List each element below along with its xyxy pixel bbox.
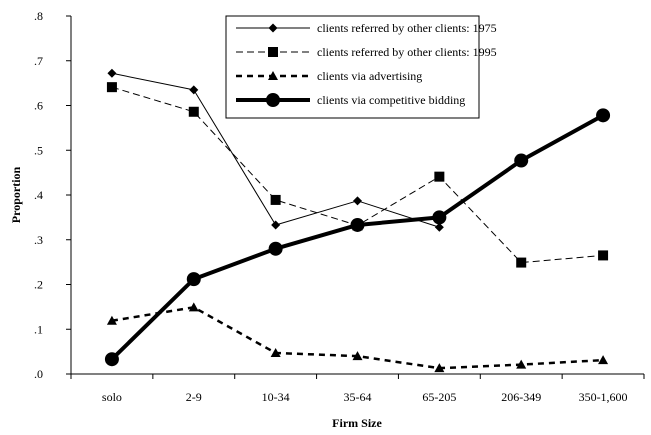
data-point-square (270, 194, 281, 205)
data-point-triangle (268, 71, 278, 80)
data-point-square (434, 171, 445, 182)
data-point-circle (432, 210, 447, 225)
data-point-square (188, 106, 199, 117)
series-3 (106, 302, 609, 373)
series-4 (104, 108, 611, 367)
y-tick-label: .3 (34, 233, 43, 247)
data-point-circle (266, 93, 280, 107)
series-layer (104, 68, 611, 373)
y-tick-label: .4 (34, 188, 43, 202)
data-point-triangle (598, 355, 609, 365)
data-point-triangle (106, 315, 117, 325)
data-point-diamond (353, 196, 362, 206)
y-tick-label: .2 (34, 278, 43, 292)
data-point-square (106, 82, 117, 93)
x-tick-label: 206-349 (501, 390, 541, 404)
y-tick-label: .1 (34, 322, 43, 336)
data-point-circle (186, 272, 201, 287)
legend-items: clients referred by other clients: 1975 c… (236, 21, 497, 107)
y-tick-label: .5 (34, 143, 43, 157)
data-point-triangle (352, 351, 363, 361)
data-point-circle (268, 241, 283, 256)
y-tick-label: .0 (34, 367, 43, 381)
data-point-triangle (270, 347, 281, 357)
x-tick-label: 65-205 (422, 390, 456, 404)
y-tick-label: .8 (34, 9, 43, 23)
data-point-circle (350, 217, 365, 232)
data-point-square (268, 47, 278, 57)
data-point-circle (596, 108, 611, 123)
data-point-square (598, 250, 609, 261)
x-axis-title: Firm Size (332, 416, 382, 430)
legend: clients referred by other clients: 1975 c… (225, 15, 497, 119)
x-tick-label: 350-1,600 (579, 390, 628, 404)
data-point-diamond (268, 23, 278, 33)
legend-label: clients referred by other clients: 1975 (317, 21, 497, 35)
data-point-triangle (434, 363, 445, 373)
series-line (110, 113, 605, 361)
x-tick-label: 10-34 (262, 390, 290, 404)
legend-label: clients via competitive bidding (317, 93, 465, 107)
data-point-diamond (271, 220, 281, 230)
x-tick-label: 2-9 (186, 390, 202, 404)
data-point-diamond (107, 68, 117, 78)
x-tick-label: 35-64 (344, 390, 372, 404)
legend-label: clients referred by other clients: 1995 (317, 45, 497, 59)
data-point-square (516, 257, 527, 268)
x-tick-label: solo (102, 390, 122, 404)
y-axis-title: Proportion (9, 166, 23, 223)
data-point-circle (104, 352, 119, 367)
y-axis-ticks: .0 .1 .2 .3 .4 .5 .6 .7 .8 (34, 9, 71, 381)
data-point-diamond (189, 85, 199, 95)
x-axis-ticks: solo 2-9 10-34 35-64 65-205 206-349 350-1,600 (70, 374, 645, 404)
y-tick-label: .6 (34, 99, 43, 113)
data-point-diamond (434, 222, 444, 232)
data-point-triangle (188, 302, 199, 312)
data-point-circle (514, 153, 529, 168)
y-tick-label: .7 (34, 54, 43, 68)
legend-label: clients via advertising (317, 69, 422, 83)
data-point-triangle (516, 359, 527, 369)
